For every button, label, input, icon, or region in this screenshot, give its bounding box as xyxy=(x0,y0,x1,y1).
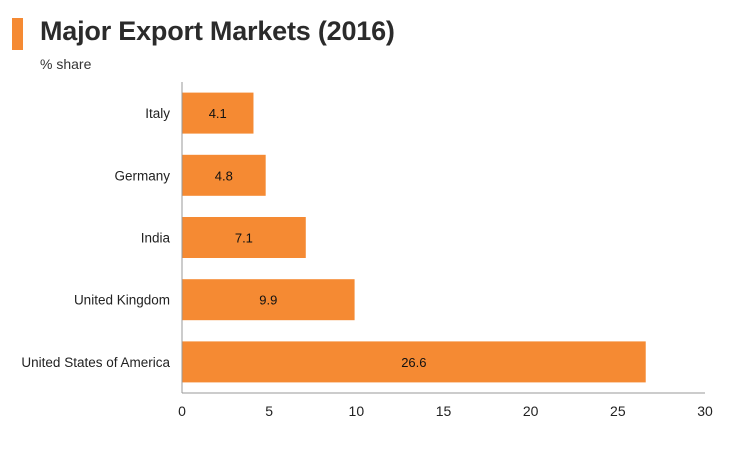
category-label: United Kingdom xyxy=(74,293,170,308)
bar xyxy=(182,341,646,383)
x-tick-label: 0 xyxy=(178,403,186,419)
chart-subtitle: % share xyxy=(40,56,92,72)
category-label: Italy xyxy=(145,106,170,121)
bar xyxy=(182,154,266,196)
category-label: Germany xyxy=(114,168,170,183)
category-label: India xyxy=(141,231,171,246)
bar xyxy=(182,217,306,258)
x-tick-label: 30 xyxy=(697,403,713,419)
bar xyxy=(182,279,355,321)
x-tick-label: 10 xyxy=(349,403,365,419)
chart-title: Major Export Markets (2016) xyxy=(40,16,395,46)
data-label: 9.9 xyxy=(259,293,277,308)
title-accent-bar xyxy=(12,18,23,50)
x-tick-label: 20 xyxy=(523,403,539,419)
x-tick-label: 15 xyxy=(436,403,452,419)
x-tick-label: 25 xyxy=(610,403,626,419)
data-label: 4.8 xyxy=(215,168,233,183)
category-label: United States of America xyxy=(21,355,170,370)
data-label: 7.1 xyxy=(235,231,253,246)
x-tick-label: 5 xyxy=(265,403,273,419)
bar xyxy=(182,92,254,134)
data-label: 26.6 xyxy=(401,355,426,370)
data-label: 4.1 xyxy=(209,106,227,121)
